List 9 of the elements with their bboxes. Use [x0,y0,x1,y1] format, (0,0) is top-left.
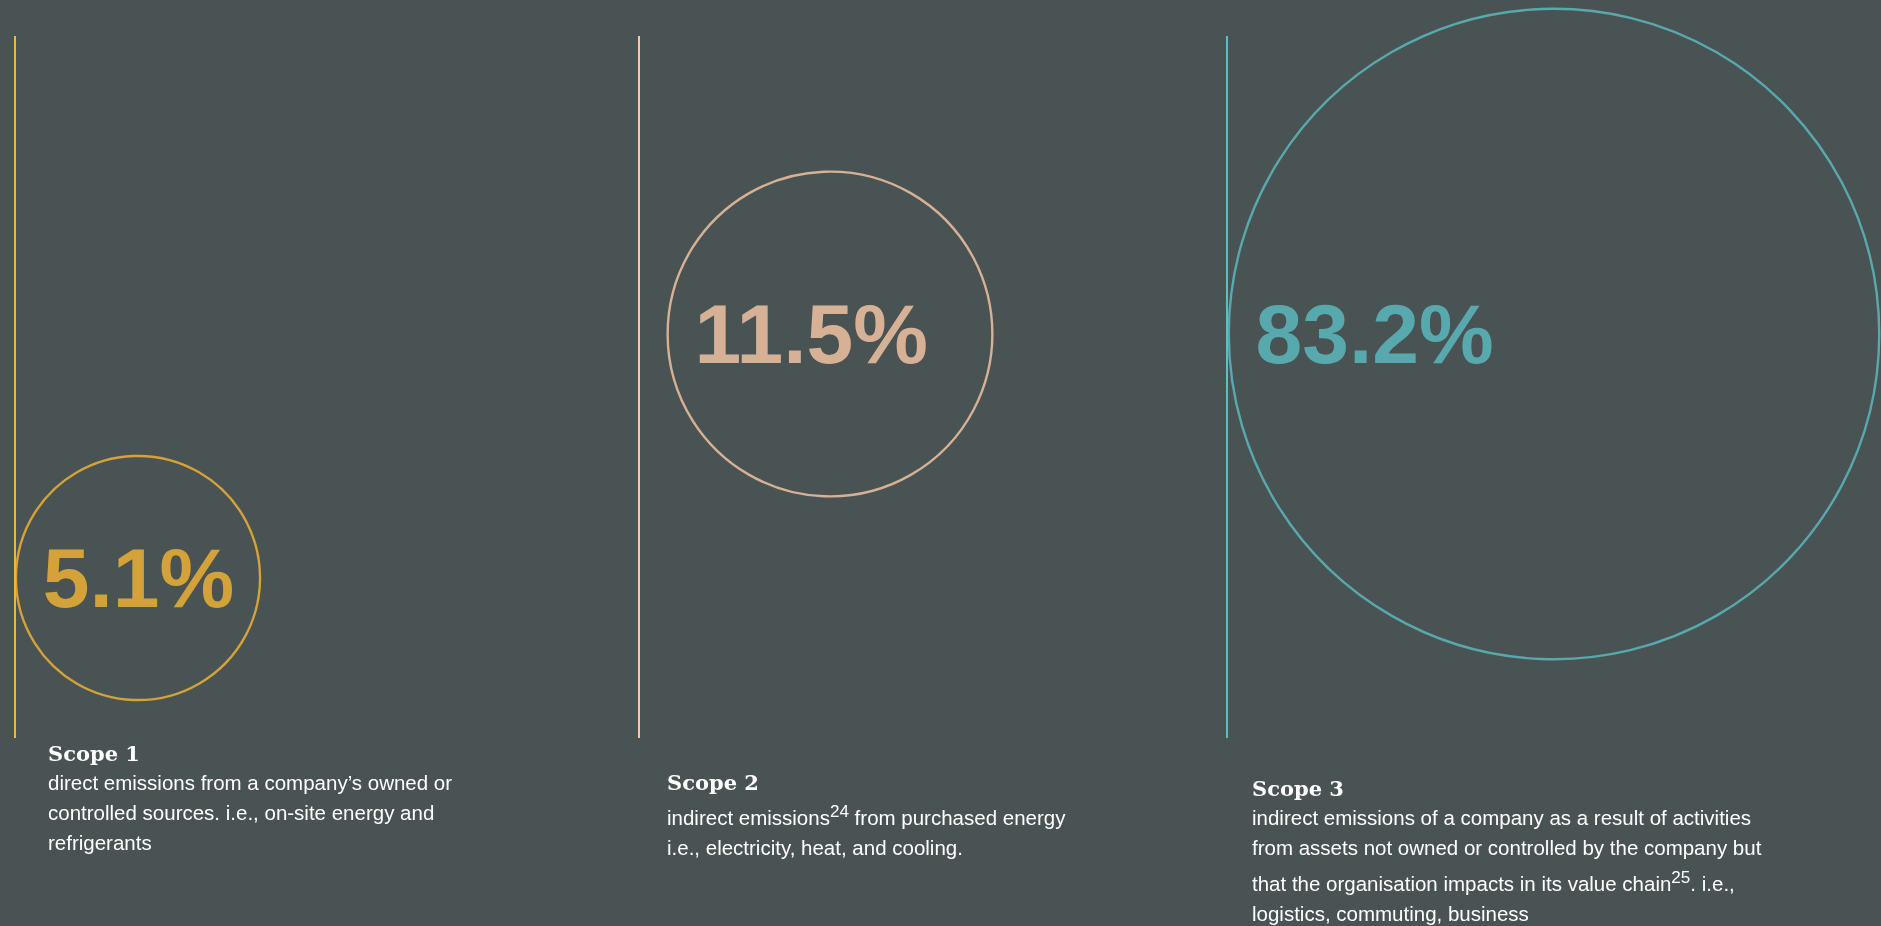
text: direct emissions from a company’s owned or controlled sources. i.e., on-site energy and refrigerants [48,770,454,856]
text: indirect emissions of a company as a result of activities from assets not owned or controlled by the company but that the organisation impacts in its value chain$^{25}$. i.e., logistics, commuting, business [1252,806,1762,925]
text: indirect emissions$^{24}$ from purchased energy i.e., electricity, heat, and cooling. [667,801,1067,861]
data-label: 5.1% [42,531,235,625]
category-label: Scope 1 [48,740,141,768]
category-label: Scope 2 [667,769,760,797]
data-label: 83.2% [1255,287,1494,381]
category-label: Scope 3 [1252,775,1345,803]
data-label: 11.5% [694,287,928,381]
